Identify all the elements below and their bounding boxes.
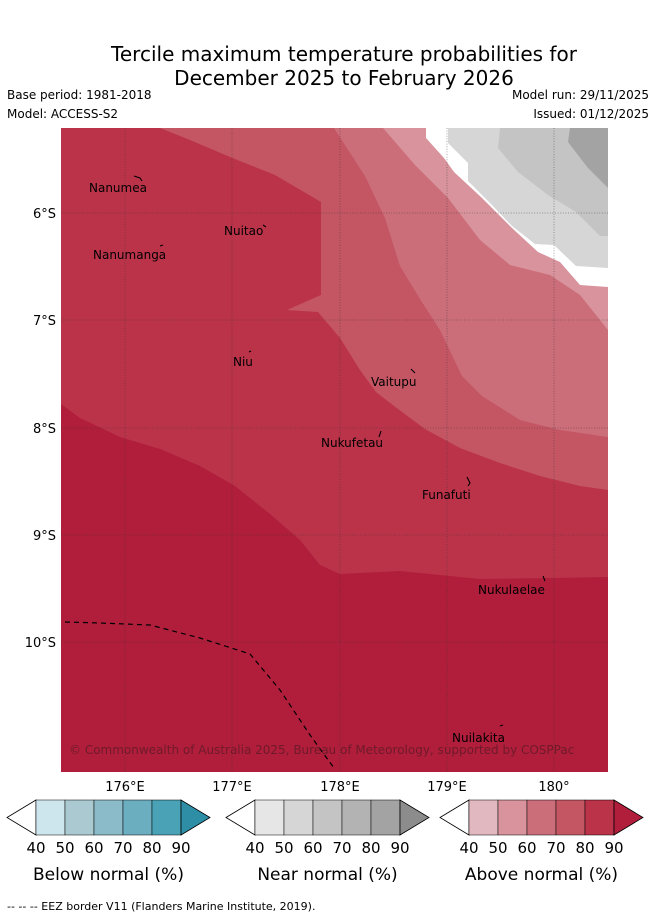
- colorbar-above-segment: [497, 799, 528, 836]
- island-nukufetau: [378, 430, 382, 438]
- lat-tick-7s: 7°S: [33, 314, 56, 329]
- colorbar-below-segment: [35, 799, 66, 836]
- lon-tick-176e: 176°E: [105, 780, 145, 795]
- island-niu: [248, 350, 252, 353]
- lon-tick-180: 180°: [538, 780, 569, 795]
- colorbar-below: 40 50 60 70 80 90 Below normal (%): [6, 799, 211, 885]
- colorbar-below-high-arrow: [180, 799, 211, 836]
- label-nuitao: Nuitao: [224, 224, 263, 238]
- colorbar-near-segment: [370, 799, 401, 836]
- lon-tick-177e: 177°E: [212, 780, 252, 795]
- colorbar-near-label: Near normal (%): [257, 865, 397, 885]
- zone-above-90: [61, 404, 608, 772]
- colorbar-near-tick: 80: [361, 839, 380, 857]
- colorbar-above-tick: 60: [517, 839, 536, 857]
- colorbar-above-tick: 80: [575, 839, 594, 857]
- lat-tick-10s: 10°S: [25, 636, 56, 651]
- colorbar-below-label: Below normal (%): [33, 865, 184, 885]
- colorbar-below-tick: 50: [55, 839, 74, 857]
- colorbar-above-low-arrow: [439, 799, 470, 836]
- eez-footnote: -- -- -- EEZ border V11 (Flanders Marine…: [7, 900, 316, 913]
- label-nukulaelae: Nukulaelae: [478, 583, 545, 597]
- issued-date: Issued: 01/12/2025: [533, 107, 649, 121]
- gridlines: [61, 128, 608, 772]
- chart-title: Tercile maximum temperature probabilitie…: [0, 42, 655, 90]
- island-nuilakita: [499, 724, 504, 727]
- title-line-1: Tercile maximum temperature probabilitie…: [111, 42, 577, 66]
- island-funafuti: [466, 476, 471, 487]
- colorbar-below-segment: [93, 799, 124, 836]
- colorbar-above-segment: [468, 799, 499, 836]
- longitude-tick-labels: 176°E 177°E 178°E 179°E 180°: [105, 780, 569, 795]
- label-nuilakita: Nuilakita: [452, 731, 505, 745]
- island-nanumea: [133, 175, 143, 182]
- colorbar-near-tick: 50: [274, 839, 293, 857]
- colorbar-below-tick: 90: [171, 839, 190, 857]
- colorbar-above-high-arrow: [613, 799, 644, 836]
- colorbar-near-segment: [341, 799, 372, 836]
- colorbar-above-segment: [526, 799, 557, 836]
- model-name: Model: ACCESS-S2: [7, 107, 119, 121]
- colorbar-above: 40 50 60 70 80 90 Above normal (%): [439, 799, 644, 885]
- model-run: Model run: 29/11/2025: [511, 88, 649, 102]
- colorbar-legends: 40 50 60 70 80 90 Below normal (%) 40 50 60 70 80 90…: [6, 799, 644, 885]
- colorbar-below-tick: 70: [113, 839, 132, 857]
- colorbar-above-tick: 50: [488, 839, 507, 857]
- colorbar-below-tick: 60: [84, 839, 103, 857]
- island-vaitupu: [410, 368, 416, 374]
- colorbar-below-segment: [151, 799, 182, 836]
- colorbar-near-segment: [283, 799, 314, 836]
- colorbar-near-tick: 40: [245, 839, 264, 857]
- lat-tick-6s: 6°S: [33, 207, 56, 222]
- lat-tick-8s: 8°S: [33, 422, 56, 437]
- island-nanumanga: [159, 244, 164, 247]
- colorbar-below-segment: [122, 799, 153, 836]
- colorbar-near-low-arrow: [225, 799, 256, 836]
- lon-tick-179e: 179°E: [427, 780, 467, 795]
- place-labels: Nanumea Nuitao Nanumanga Niu Vaitupu Nuk…: [89, 181, 545, 745]
- colorbar-near: 40 50 60 70 80 90 Near normal (%): [225, 799, 430, 885]
- label-vaitupu: Vaitupu: [371, 375, 417, 389]
- label-funafuti: Funafuti: [422, 488, 471, 502]
- lat-tick-9s: 9°S: [33, 529, 56, 544]
- colorbar-near-segment: [312, 799, 343, 836]
- label-nanumea: Nanumea: [89, 181, 147, 195]
- zone-near-70: [568, 128, 608, 188]
- colorbar-above-label: Above normal (%): [465, 865, 618, 885]
- label-nukufetau: Nukufetau: [321, 436, 383, 450]
- lon-tick-178e: 178°E: [320, 780, 360, 795]
- colorbar-near-tick: 90: [390, 839, 409, 857]
- colorbar-above-tick: 90: [604, 839, 623, 857]
- colorbar-near-high-arrow: [399, 799, 430, 836]
- colorbar-above-tick: 70: [546, 839, 565, 857]
- island-nuitao: [262, 224, 267, 228]
- colorbar-below-low-arrow: [6, 799, 37, 836]
- colorbar-below-tick: 80: [142, 839, 161, 857]
- colorbar-below-tick: 40: [26, 839, 45, 857]
- copyright-notice: © Commonwealth of Australia 2025, Bureau…: [69, 743, 574, 757]
- colorbar-below-segment: [64, 799, 95, 836]
- eez-border: [64, 621, 335, 769]
- colorbar-above-tick: 40: [459, 839, 478, 857]
- colorbar-above-segment: [555, 799, 586, 836]
- island-shapes: [133, 175, 546, 727]
- colorbar-near-tick: 60: [303, 839, 322, 857]
- latitude-tick-labels: 6°S 7°S 8°S 9°S 10°S: [25, 207, 56, 651]
- base-period: Base period: 1981-2018: [7, 88, 152, 102]
- colorbar-near-tick: 70: [332, 839, 351, 857]
- title-line-2: December 2025 to February 2026: [174, 66, 514, 90]
- island-nukulaelae: [542, 575, 546, 582]
- probability-map: Nanumea Nuitao Nanumanga Niu Vaitupu Nuk…: [61, 128, 608, 772]
- colorbar-near-segment: [254, 799, 285, 836]
- colorbar-above-segment: [584, 799, 615, 836]
- label-nanumanga: Nanumanga: [93, 248, 166, 262]
- label-niu: Niu: [233, 355, 253, 369]
